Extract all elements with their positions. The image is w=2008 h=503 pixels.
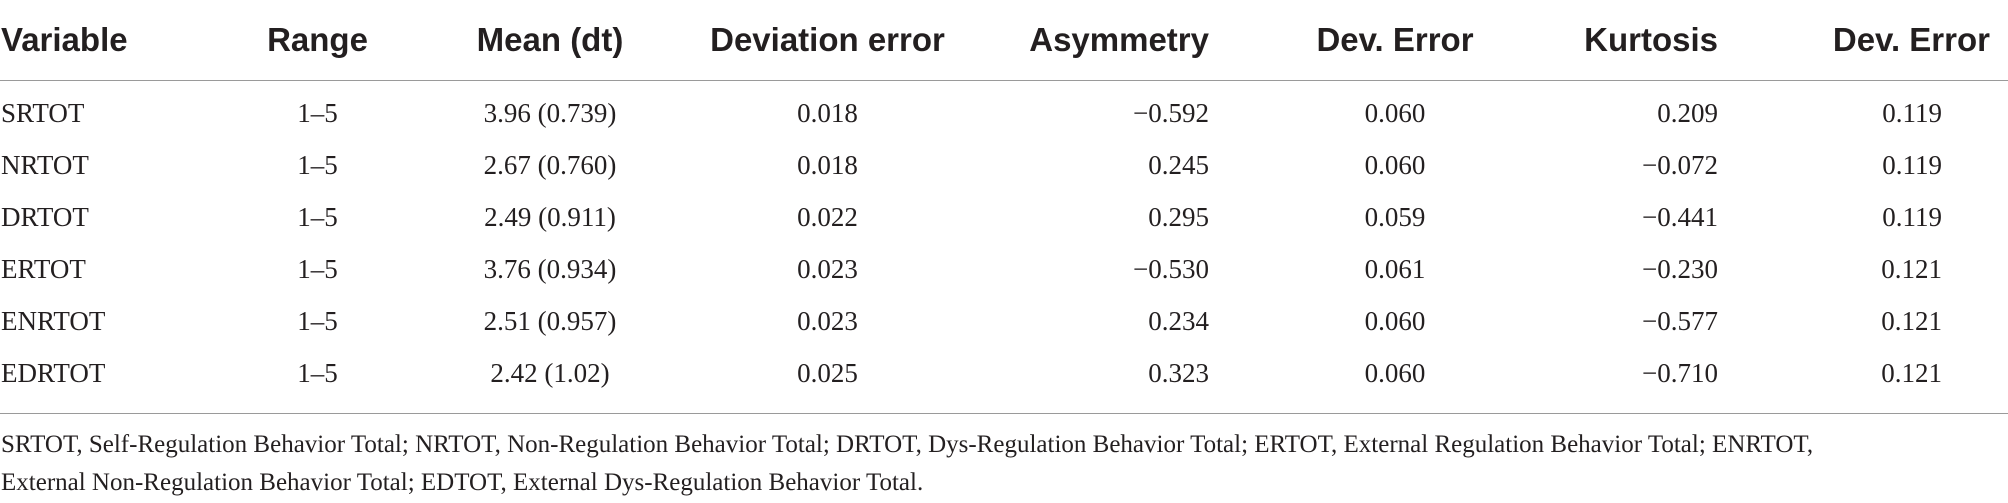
table-row: SRTOT 1–5 3.96 (0.739) 0.018 −0.592 0.06… [0, 81, 2008, 140]
cell-mean: 3.76 (0.934) [483, 253, 617, 284]
cell-range: 1–5 [297, 305, 338, 336]
cell-variable: SRTOT [1, 97, 85, 128]
cell-kurtosis: 0.209 [1657, 97, 1718, 128]
cell-dev-error-1: 0.060 [1364, 305, 1426, 336]
cell-dev-error-2: 0.119 [1882, 149, 1942, 180]
cell-asymmetry: −0.592 [1133, 97, 1209, 128]
header-dev-error-2: Dev. Error [1770, 14, 2008, 81]
cell-kurtosis: −0.710 [1642, 357, 1718, 388]
cell-dev-error-2: 0.121 [1881, 305, 1942, 336]
table-row: ERTOT 1–5 3.76 (0.934) 0.023 −0.530 0.06… [0, 243, 2008, 295]
cell-variable: EDRTOT [1, 357, 106, 388]
header-dev-error-1: Dev. Error [1265, 14, 1525, 81]
header-mean: Mean (dt) [415, 14, 685, 81]
cell-deviation-error: 0.022 [797, 201, 858, 232]
table-row: DRTOT 1–5 2.49 (0.911) 0.022 0.295 0.059… [0, 191, 2008, 243]
table-bottom-rule [0, 413, 2008, 414]
header-variable: Variable [0, 14, 220, 81]
footnote-line-2: External Non-Regulation Behavior Total; … [1, 469, 924, 496]
cell-range: 1–5 [297, 201, 338, 232]
cell-deviation-error: 0.018 [797, 149, 858, 180]
cell-dev-error-1: 0.060 [1364, 357, 1426, 388]
cell-kurtosis: −0.441 [1642, 201, 1718, 232]
header-asymmetry: Asymmetry [970, 14, 1265, 81]
table-row: EDRTOT 1–5 2.42 (1.02) 0.025 0.323 0.060… [0, 347, 2008, 399]
cell-asymmetry: 0.323 [1148, 357, 1209, 388]
cell-dev-error-1: 0.059 [1364, 201, 1426, 232]
cell-deviation-error: 0.018 [797, 97, 858, 128]
cell-variable: NRTOT [1, 149, 89, 180]
cell-range: 1–5 [297, 97, 338, 128]
cell-mean: 2.49 (0.911) [484, 201, 616, 232]
cell-asymmetry: 0.245 [1148, 149, 1209, 180]
cell-dev-error-2: 0.121 [1881, 253, 1942, 284]
cell-dev-error-2: 0.119 [1882, 97, 1942, 128]
cell-kurtosis: −0.577 [1642, 305, 1718, 336]
cell-kurtosis: −0.230 [1642, 253, 1718, 284]
header-deviation-error: Deviation error [685, 14, 970, 81]
cell-dev-error-1: 0.060 [1364, 149, 1426, 180]
table-body: SRTOT 1–5 3.96 (0.739) 0.018 −0.592 0.06… [0, 81, 2008, 400]
cell-mean: 2.42 (1.02) [490, 357, 610, 388]
cell-mean: 2.67 (0.760) [483, 149, 617, 180]
cell-mean: 3.96 (0.739) [483, 97, 617, 128]
cell-variable: DRTOT [1, 201, 89, 232]
table-row: ENRTOT 1–5 2.51 (0.957) 0.023 0.234 0.06… [0, 295, 2008, 347]
cell-asymmetry: 0.295 [1148, 201, 1209, 232]
table-row: NRTOT 1–5 2.67 (0.760) 0.018 0.245 0.060… [0, 139, 2008, 191]
cell-mean: 2.51 (0.957) [483, 305, 617, 336]
cell-kurtosis: −0.072 [1642, 149, 1718, 180]
header-kurtosis: Kurtosis [1525, 14, 1770, 81]
cell-range: 1–5 [297, 357, 338, 388]
table-footnote: SRTOT, Self-Regulation Behavior Total; N… [1, 426, 1991, 502]
header-range: Range [220, 14, 415, 81]
descriptive-statistics-table: Variable Range Mean (dt) Deviation error… [0, 14, 2008, 399]
cell-range: 1–5 [297, 149, 338, 180]
cell-dev-error-1: 0.061 [1364, 253, 1426, 284]
cell-variable: ERTOT [1, 253, 86, 284]
cell-dev-error-2: 0.121 [1881, 357, 1942, 388]
cell-dev-error-2: 0.119 [1882, 201, 1942, 232]
cell-deviation-error: 0.023 [797, 253, 858, 284]
cell-asymmetry: −0.530 [1133, 253, 1209, 284]
cell-asymmetry: 0.234 [1148, 305, 1209, 336]
cell-range: 1–5 [297, 253, 338, 284]
header-row: Variable Range Mean (dt) Deviation error… [0, 14, 2008, 81]
cell-deviation-error: 0.025 [797, 357, 858, 388]
cell-dev-error-1: 0.060 [1364, 97, 1426, 128]
table-header: Variable Range Mean (dt) Deviation error… [0, 14, 2008, 81]
footnote-line-1: SRTOT, Self-Regulation Behavior Total; N… [1, 431, 1814, 458]
cell-deviation-error: 0.023 [797, 305, 858, 336]
cell-variable: ENRTOT [1, 305, 106, 336]
